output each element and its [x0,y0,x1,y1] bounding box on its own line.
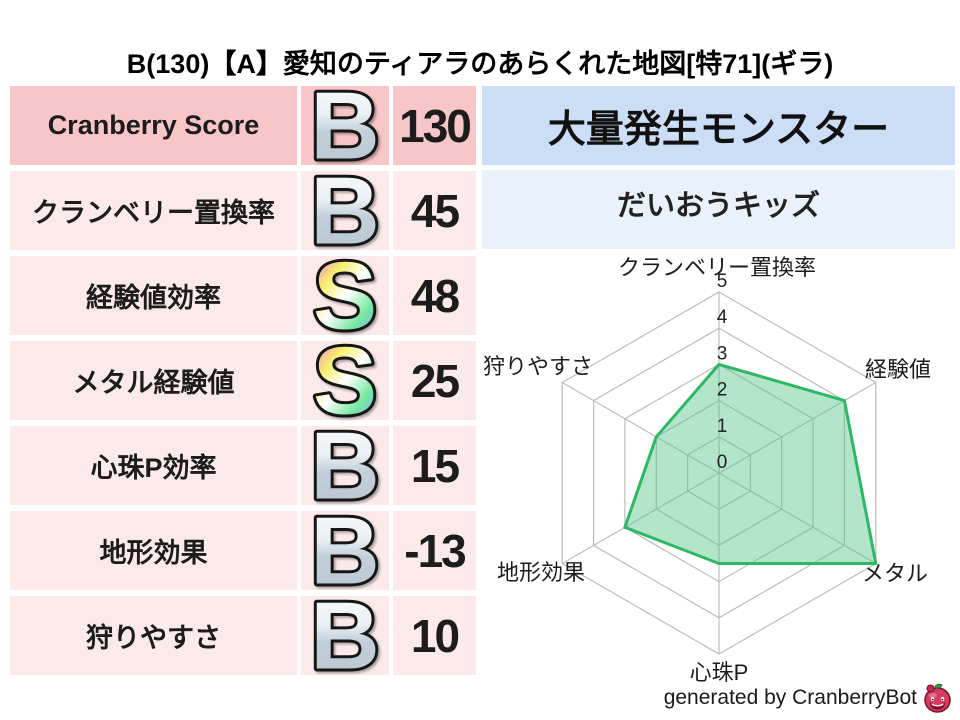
grade-badge: B [301,495,389,608]
stat-row-replacement-rate: クランベリー置換率 B 45 [10,155,476,268]
stat-value: 130 [393,86,476,165]
radar-data-polygon [623,362,878,565]
grade-badge: B [301,70,389,183]
radar-axis-label: 心珠P [690,660,749,685]
stat-label: 狩りやすさ [10,596,297,675]
stat-label: クランベリー置換率 [10,171,297,250]
radar-axis-label: 経験値 [865,357,931,382]
cranberry-bot-icon [924,683,951,713]
stat-row-terrain-effect: 地形効果 B -13 [10,495,476,608]
radar-axis-label: 狩りやすさ [483,354,593,379]
stat-label: 心珠P効率 [10,426,297,505]
outbreak-monster-name: だいおうキッズ [482,170,955,249]
grade-badge: S [301,325,389,438]
grade-badge: B [301,580,389,693]
radar-axis-label: クランベリー置換率 [618,255,816,280]
grade-letter-icon: S [313,328,377,435]
stat-label: 経験値効率 [10,256,297,335]
grade-letter-icon: B [310,73,379,180]
radar-axis-label: 地形効果 [497,560,585,585]
credit-text: generated by CranberryBot [663,686,917,709]
stat-label: 地形効果 [10,511,297,590]
radar-spoke [561,472,720,565]
radar-tick-label: 3 [717,343,728,364]
stat-value: 25 [393,341,476,420]
stat-row-metal-exp: メタル経験値 S 25 [10,325,476,438]
footer-credit: generated by CranberryBot [664,682,952,714]
radar-tick-label: 0 [717,452,728,473]
stat-row-huntability: 狩りやすさ B 10 [10,580,476,693]
stat-value: 45 [393,171,476,250]
radar-spoke [561,381,720,474]
stat-label: Cranberry Score [10,86,297,165]
radar-axis-label: メタル [862,561,928,586]
stat-value: 15 [393,426,476,505]
stat-row-shinju-p: 心珠P効率 B 15 [10,410,476,523]
radar-spoke [718,472,877,565]
radar-tick-label: 5 [717,271,728,292]
radar-tick-label: 4 [717,307,728,328]
grade-letter-icon: B [310,498,379,605]
grade-letter-icon: B [310,413,379,520]
stat-value: 10 [393,596,476,675]
page-title: B(130)【A】愛知のティアラのあらくれた地図[特71](ギラ) [126,49,834,79]
grade-letter-icon: B [310,158,379,265]
stats-table: Cranberry Score B 130 クランベリー置換率 B 45 経験値… [10,70,476,693]
stat-row-exp-efficiency: 経験値効率 S 48 [10,240,476,353]
radar-tick-label: 2 [717,380,728,401]
grade-letter-icon: S [313,243,377,350]
radar-spoke [718,381,877,474]
stat-row-cranberry-score: Cranberry Score B 130 [10,70,476,183]
grade-letter-icon: B [310,583,379,690]
grade-badge: B [301,410,389,523]
outbreak-monster-header: 大量発生モンスター [482,86,955,165]
grade-badge: B [301,155,389,268]
grade-badge: S [301,240,389,353]
stat-label: メタル経験値 [10,341,297,420]
stat-value: 48 [393,256,476,335]
stat-value: -13 [393,511,476,590]
radar-tick-label: 1 [717,416,728,437]
